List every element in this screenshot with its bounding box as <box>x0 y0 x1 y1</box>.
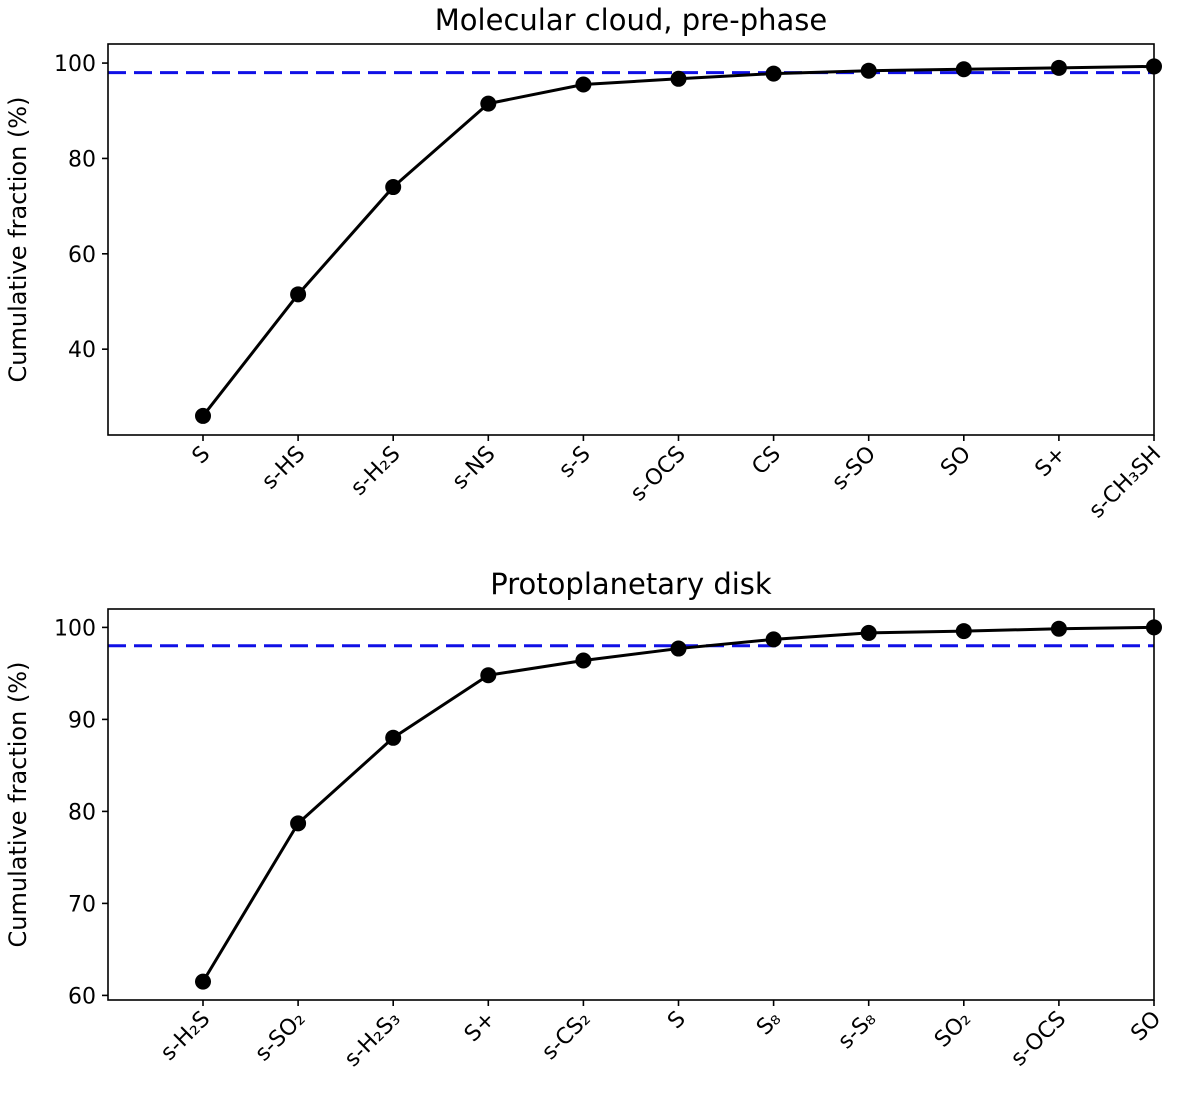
y-axis-label: Cumulative fraction (%) <box>4 662 32 948</box>
x-tick-label: s-H₂S₃ <box>340 1007 405 1072</box>
x-tick-label: s-SO₂ <box>251 1007 311 1067</box>
x-tick-label: S <box>188 442 216 470</box>
x-tick-label: s-SO <box>827 442 881 496</box>
x-tick-label: SO <box>1126 1007 1166 1047</box>
y-tick-label: 80 <box>68 800 96 825</box>
y-axis-label: Cumulative fraction (%) <box>4 97 32 383</box>
x-tick-label: s-OCS <box>1006 1007 1071 1072</box>
data-point <box>765 631 782 648</box>
data-point <box>385 729 402 746</box>
plot-frame <box>107 608 1155 1001</box>
data-point <box>385 179 402 196</box>
x-tick-label: s-S <box>554 442 595 483</box>
chart-panel-protoplanetary-disk: Protoplanetary disk Cumulative fraction … <box>4 567 1166 1072</box>
data-point <box>195 973 211 990</box>
data-point <box>670 70 687 87</box>
x-tick-label: s-H₂S <box>346 442 405 501</box>
data-point <box>765 65 782 82</box>
x-tick-label: S+ <box>460 1007 501 1048</box>
chart-title: Molecular cloud, pre-phase <box>435 3 827 37</box>
data-point <box>1050 620 1067 637</box>
x-tick-label: s-NS <box>448 442 501 495</box>
x-tick-label: S+ <box>1031 442 1072 483</box>
x-tick-label: S <box>663 1007 691 1035</box>
data-point <box>480 95 497 112</box>
y-tick-label: 60 <box>68 984 96 1009</box>
plot-frame <box>107 43 1155 436</box>
series-line <box>201 625 1155 983</box>
y-tick-label: 100 <box>54 52 96 77</box>
data-point <box>195 407 211 424</box>
x-tick-label: S₈ <box>752 1006 786 1040</box>
x-tick-label: s-HS <box>257 442 310 495</box>
x-tick-label: s-S₈ <box>833 1006 881 1054</box>
y-tick-label: 90 <box>68 708 96 733</box>
y-tick-label: 40 <box>68 338 96 363</box>
data-point <box>670 640 687 657</box>
y-tick-label: 70 <box>68 892 96 917</box>
x-tick-label: s-H₂S <box>156 1007 215 1066</box>
data-point <box>860 624 877 641</box>
data-point <box>1050 59 1067 76</box>
data-point <box>860 62 877 79</box>
chart-title: Protoplanetary disk <box>490 567 772 601</box>
chart-panel-molecular-cloud: Molecular cloud, pre-phase Cumulative fr… <box>4 3 1166 523</box>
x-tick-label: s-OCS <box>626 442 691 507</box>
y-tick-label: 100 <box>54 616 96 641</box>
data-point <box>290 815 307 832</box>
data-point <box>955 623 972 640</box>
x-tick-label: SO₂ <box>930 1007 976 1053</box>
data-point <box>575 652 592 669</box>
x-tick-label: CS <box>747 442 785 480</box>
x-tick-label: s-CS₂ <box>537 1007 595 1065</box>
y-tick-label: 80 <box>68 147 96 172</box>
y-tick-label: 60 <box>68 243 96 268</box>
data-point <box>290 286 307 303</box>
series-line <box>201 64 1155 417</box>
data-point <box>480 667 497 684</box>
x-tick-label: s-CH₃SH <box>1084 442 1166 524</box>
data-point <box>575 76 592 93</box>
data-point <box>955 61 972 78</box>
x-tick-label: SO <box>936 442 976 482</box>
